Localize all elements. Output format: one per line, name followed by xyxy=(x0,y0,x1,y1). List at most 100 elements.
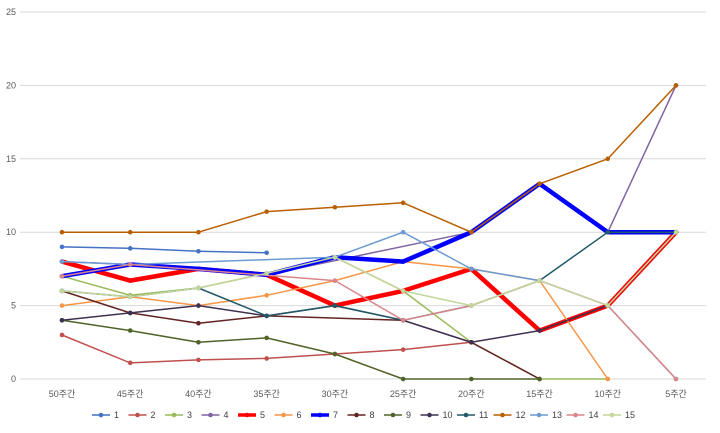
data-point-series-13 xyxy=(400,229,406,235)
data-point-series-12 xyxy=(400,200,406,206)
legend-marker-6 xyxy=(281,412,286,418)
data-point-series-2 xyxy=(264,356,269,361)
data-point-series-2 xyxy=(127,360,133,366)
data-point-series-1 xyxy=(59,244,65,250)
data-point-series-9 xyxy=(196,340,201,345)
legend-label-7: 7 xyxy=(333,410,338,420)
data-point-series-9 xyxy=(264,335,269,341)
data-point-series-12 xyxy=(59,229,65,235)
legend-label-10: 10 xyxy=(443,410,453,420)
data-point-series-14 xyxy=(59,273,65,279)
data-point-series-15 xyxy=(469,303,474,308)
data-point-series-9 xyxy=(400,376,406,382)
data-point-series-7 xyxy=(400,259,406,264)
data-point-series-9 xyxy=(469,376,474,382)
series-line-4 xyxy=(61,84,677,276)
data-point-series-10 xyxy=(537,328,542,333)
x-tick-label: 45주간 xyxy=(117,389,144,399)
legend: 1 2 3 4 5 6 7 8 9 10 11 12 13 14 15 xyxy=(92,410,635,420)
data-point-series-12 xyxy=(196,229,201,235)
x-tick-label: 50주간 xyxy=(49,389,76,399)
x-tick-label: 20주간 xyxy=(458,389,485,399)
legend-marker-7 xyxy=(317,412,323,418)
legend-marker-8 xyxy=(354,412,359,418)
data-point-series-5 xyxy=(127,278,133,283)
data-point-series-14 xyxy=(400,317,406,323)
data-point-series-12 xyxy=(264,209,269,214)
legend-label-14: 14 xyxy=(589,410,599,420)
legend-marker-3 xyxy=(171,412,177,418)
data-point-series-15 xyxy=(605,303,611,308)
legend-marker-14 xyxy=(573,412,578,418)
legend-marker-4 xyxy=(208,412,213,418)
legend-label-8: 8 xyxy=(370,410,375,420)
x-tick-label: 35주간 xyxy=(253,389,280,399)
data-point-series-10 xyxy=(59,317,65,323)
series-line-1 xyxy=(61,246,268,254)
data-point-series-12 xyxy=(127,229,133,235)
legend-label-3: 3 xyxy=(187,410,192,420)
data-point-series-6 xyxy=(605,376,611,382)
legend-label-13: 13 xyxy=(552,410,562,420)
axes: 0 5 10 15 20 25 50주간 45주간 40주간 35주간 30주간 25주간 20주간 15… xyxy=(6,7,687,399)
data-point-series-1 xyxy=(196,248,201,254)
data-point-series-11 xyxy=(332,303,338,308)
data-point-series-10 xyxy=(127,310,133,316)
legend-label-2: 2 xyxy=(151,410,156,420)
data-point-series-6 xyxy=(59,303,65,308)
data-point-series-2 xyxy=(59,332,65,338)
x-tick-label: 40주간 xyxy=(185,389,212,399)
data-point-series-15 xyxy=(59,288,65,294)
x-tick-label: 30주간 xyxy=(322,389,349,399)
series-line-7 xyxy=(59,181,679,279)
data-point-series-15 xyxy=(127,294,133,300)
data-point-series-12 xyxy=(469,229,474,235)
legend-label-11: 11 xyxy=(479,410,488,420)
data-point-series-11 xyxy=(264,313,269,319)
y-tick-label: 10 xyxy=(6,227,16,237)
data-point-series-13 xyxy=(59,259,65,264)
legend-marker-2 xyxy=(135,412,140,418)
data-point-series-9 xyxy=(127,328,133,333)
y-tick-label: 15 xyxy=(6,154,16,164)
legend-marker-15 xyxy=(609,412,615,418)
series-line-15 xyxy=(61,231,677,307)
y-tick-label: 20 xyxy=(6,80,16,90)
data-point-series-14 xyxy=(673,376,679,382)
legend-label-6: 6 xyxy=(297,410,302,420)
data-point-series-1 xyxy=(127,246,133,251)
data-point-series-12 xyxy=(537,181,542,187)
data-point-series-2 xyxy=(400,347,406,352)
legend-label-15: 15 xyxy=(625,410,635,420)
data-point-series-13 xyxy=(469,266,474,272)
y-tick-label: 25 xyxy=(6,7,16,17)
series-line-12 xyxy=(61,84,677,233)
x-tick-label: 15주간 xyxy=(526,389,553,399)
data-point-series-14 xyxy=(127,262,133,267)
legend-label-1: 1 xyxy=(114,410,119,420)
legend-label-4: 4 xyxy=(224,410,229,420)
data-point-series-9 xyxy=(332,351,338,357)
legend-marker-10 xyxy=(427,412,432,418)
x-tick-label: 5주간 xyxy=(665,389,687,399)
legend-marker-13 xyxy=(536,412,542,418)
data-point-series-10 xyxy=(469,340,474,345)
data-point-series-6 xyxy=(264,293,269,298)
legend-label-12: 12 xyxy=(516,410,526,420)
y-tick-label: 5 xyxy=(11,301,16,311)
data-point-series-15 xyxy=(196,285,201,291)
data-point-series-12 xyxy=(605,156,611,162)
data-point-series-15 xyxy=(673,229,679,235)
data-point-series-14 xyxy=(332,278,338,283)
legend-label-5: 5 xyxy=(260,410,265,420)
data-point-series-15 xyxy=(537,278,542,283)
data-point-series-9 xyxy=(537,376,542,382)
data-point-series-2 xyxy=(196,357,201,363)
legend-marker-12 xyxy=(500,412,505,418)
legend-marker-9 xyxy=(390,412,396,418)
gridlines xyxy=(20,11,706,380)
data-point-series-15 xyxy=(332,254,338,260)
legend-marker-5 xyxy=(244,412,250,418)
series-lines xyxy=(59,83,679,382)
